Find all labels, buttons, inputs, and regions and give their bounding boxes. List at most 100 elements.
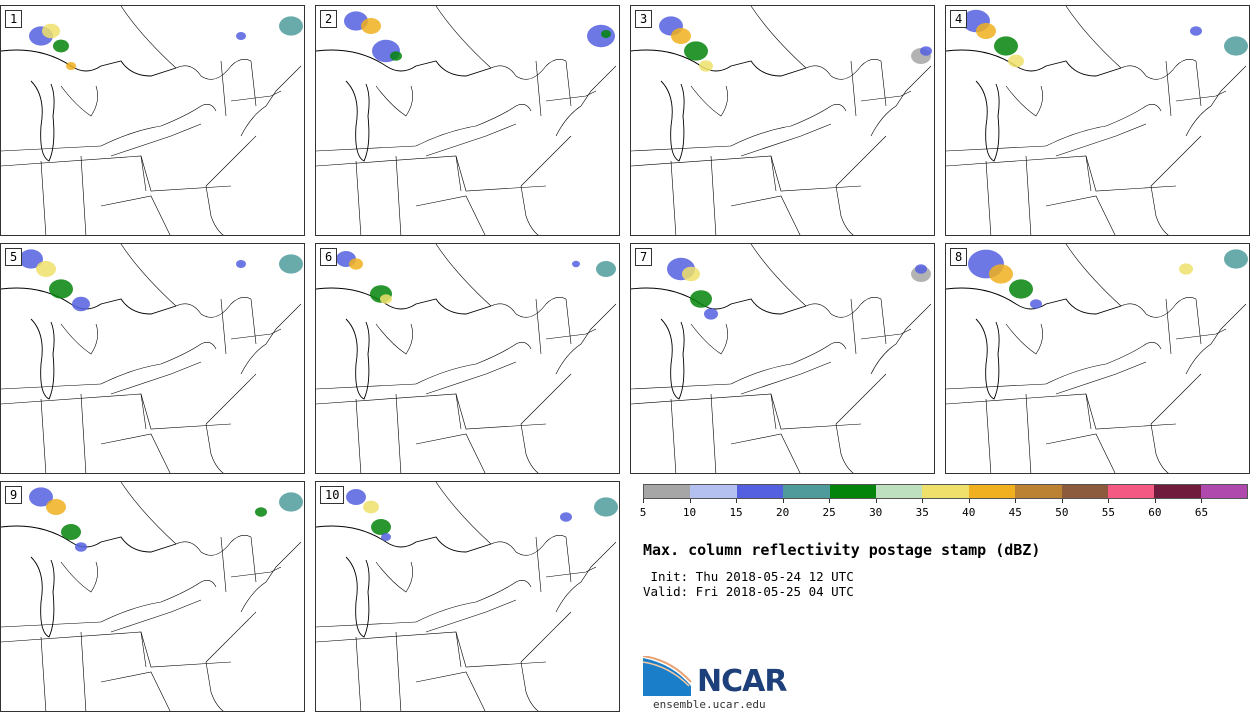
map-boundary-line <box>660 318 685 400</box>
map-boundary-line <box>30 80 55 162</box>
map-boundary-line <box>220 536 227 593</box>
reflectivity-cell <box>390 51 402 61</box>
colorbar-tick-label: 5 <box>639 506 647 519</box>
map-boundary-line <box>175 535 252 556</box>
map-boundary-line <box>316 631 547 668</box>
map-boundary-line <box>345 318 370 400</box>
map-boundary-line <box>425 361 517 395</box>
map-boundary-line <box>435 482 492 545</box>
reflectivity-colorbar <box>643 484 1248 499</box>
map-boundary-line <box>750 244 807 307</box>
map-boundary-line <box>631 287 807 315</box>
map-boundary-line <box>870 65 932 137</box>
map-boundary-line <box>520 373 572 425</box>
map-4 <box>946 6 1248 235</box>
map-boundary-line <box>415 104 532 147</box>
map-boundary-line <box>835 373 887 425</box>
reflectivity-cell <box>1009 279 1033 299</box>
colorbar-swatch <box>1107 485 1155 498</box>
map-boundary-line <box>1025 155 1032 235</box>
reflectivity-cell <box>915 264 927 274</box>
reflectivity-cell <box>363 500 379 514</box>
map-boundary-line <box>946 145 1047 152</box>
reflectivity-cell <box>560 512 572 522</box>
map-boundary-line <box>490 59 567 80</box>
colorbar-tickmark <box>689 499 691 503</box>
map-boundary-line <box>415 433 486 473</box>
map-boundary-line <box>520 135 572 187</box>
reflectivity-cell <box>279 492 303 512</box>
map-boundary-line <box>100 342 217 385</box>
colorbar-tick-label: 65 <box>1194 506 1209 519</box>
member-label-2: 2 <box>320 10 338 28</box>
map-8 <box>946 244 1248 473</box>
map-boundary-line <box>435 244 492 307</box>
map-boundary-line <box>1085 393 1092 430</box>
member-label-3: 3 <box>635 10 653 28</box>
init-time: Init: Thu 2018-05-24 12 UTC <box>643 569 854 584</box>
reflectivity-cell <box>1224 249 1248 269</box>
map-boundary-line <box>545 328 597 340</box>
colorbar-tickmark <box>782 499 784 503</box>
map-panel-8: 8 <box>945 243 1250 474</box>
reflectivity-cell <box>346 489 366 505</box>
map-boundary-line <box>535 298 542 355</box>
colorbar-swatch <box>875 485 923 498</box>
map-boundary-line <box>880 60 887 107</box>
colorbar-tick-label: 20 <box>775 506 790 519</box>
map-boundary-line <box>316 49 492 77</box>
reflectivity-cell <box>989 264 1013 284</box>
map-6 <box>316 244 617 473</box>
map-boundary-line <box>40 636 47 711</box>
map-boundary-line <box>690 85 728 117</box>
map-boundary-line <box>1185 65 1247 137</box>
map-panel-9: 9 <box>0 481 305 712</box>
reflectivity-cell <box>236 260 246 268</box>
reflectivity-cell <box>36 261 56 277</box>
map-boundary-line <box>140 631 147 668</box>
map-boundary-line <box>60 561 98 593</box>
map-boundary-line <box>545 566 597 578</box>
map-boundary-line <box>1055 123 1147 157</box>
map-9 <box>1 482 303 711</box>
map-boundary-line <box>1085 155 1092 192</box>
map-boundary-line <box>80 155 87 235</box>
map-boundary-line <box>1120 297 1197 318</box>
map-boundary-line <box>120 482 177 545</box>
map-boundary-line <box>520 185 539 235</box>
member-label-8: 8 <box>950 248 968 266</box>
map-boundary-line <box>835 423 854 473</box>
map-boundary-line <box>1165 60 1172 117</box>
colorbar-ticks: 5 10 15 20 25 30 35 40 45 50 55 60 65 <box>639 499 1248 519</box>
map-boundary-line <box>850 60 857 117</box>
map-1 <box>1 6 303 235</box>
map-boundary-line <box>946 287 1122 315</box>
map-boundary-line <box>770 155 777 192</box>
map-boundary-line <box>415 580 532 623</box>
map-boundary-line <box>850 298 857 355</box>
map-boundary-line <box>975 318 1000 400</box>
map-boundary-line <box>316 525 492 553</box>
map-boundary-line <box>1 393 232 430</box>
map-boundary-line <box>175 59 252 80</box>
colorbar-tick-label: 10 <box>682 506 697 519</box>
map-panel-3: 3 <box>630 5 935 236</box>
map-boundary-line <box>316 621 417 628</box>
map-boundary-line <box>395 631 402 711</box>
map-boundary-line <box>140 155 147 192</box>
reflectivity-cell <box>1179 263 1193 275</box>
reflectivity-cell <box>46 499 66 515</box>
map-boundary-line <box>1005 323 1043 355</box>
map-boundary-line <box>40 160 47 235</box>
plot-title: Max. column reflectivity postage stamp (… <box>643 541 1041 559</box>
map-boundary-line <box>631 49 807 77</box>
map-boundary-line <box>316 383 417 390</box>
map-boundary-line <box>455 631 462 668</box>
map-boundary-line <box>730 104 847 147</box>
map-boundary-line <box>1150 185 1169 235</box>
map-boundary-line <box>740 361 832 395</box>
map-boundary-line <box>316 145 417 152</box>
map-boundary-line <box>1045 342 1162 385</box>
reflectivity-cell <box>920 46 932 56</box>
map-boundary-line <box>1045 195 1116 235</box>
